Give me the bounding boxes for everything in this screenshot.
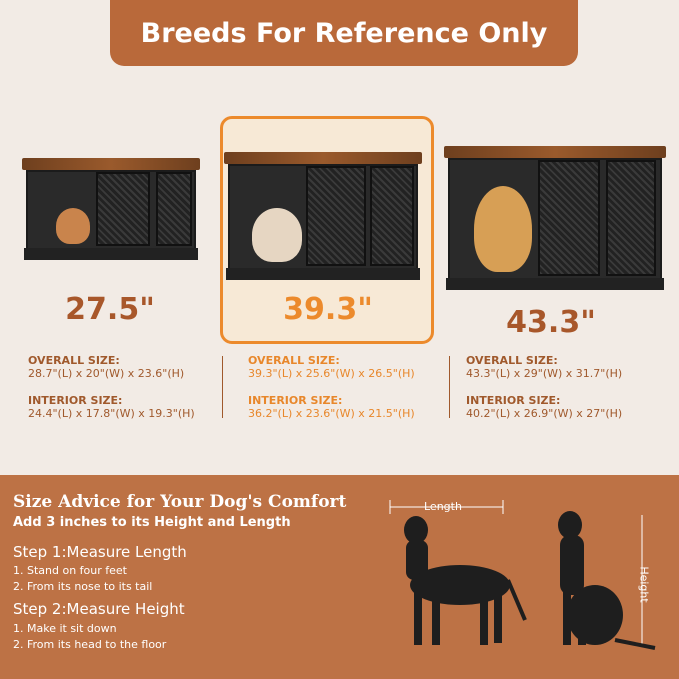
label: INTERIOR SIZE: [466, 394, 561, 407]
dog-image [56, 208, 90, 244]
banner-title: Breeds For Reference Only [140, 17, 548, 49]
crate-small [22, 158, 200, 260]
step1-title: Step 1:Measure Length [13, 543, 187, 561]
specs-medium: OVERALL SIZE: 39.3"(L) x 25.6"(W) x 26.5"… [248, 354, 415, 420]
height-label: Height [637, 566, 651, 603]
advice-title: Size Advice for Your Dog's Comfort [13, 492, 347, 512]
interior-size: 24.4"(L) x 17.8"(W) x 19.3"(H) [28, 407, 195, 420]
label: OVERALL SIZE: [248, 354, 340, 367]
dog-image [474, 186, 532, 272]
dog-illustrations [389, 500, 656, 650]
crate-medium [224, 152, 422, 280]
overall-size: 43.3"(L) x 29"(W) x 31.7"(H) [466, 367, 623, 380]
size-label: 39.3" [283, 292, 373, 327]
label: OVERALL SIZE: [466, 354, 558, 367]
step2-title: Step 2:Measure Height [13, 600, 185, 618]
overall-size: 39.3"(L) x 25.6"(W) x 26.5"(H) [248, 367, 415, 380]
label: INTERIOR SIZE: [248, 394, 343, 407]
specs-small: OVERALL SIZE: 28.7"(L) x 20"(W) x 23.6"(H… [28, 354, 195, 420]
sitting-dog-icon [558, 511, 656, 650]
label: INTERIOR SIZE: [28, 394, 123, 407]
step1-item: 2. From its nose to its tail [13, 580, 153, 593]
advice-subtitle: Add 3 inches to its Height and Length [13, 515, 291, 530]
interior-size: 36.2"(L) x 23.6"(W) x 21.5"(H) [248, 407, 415, 420]
dog-image [252, 208, 302, 262]
title-banner: Breeds For Reference Only [110, 0, 578, 66]
step1-item: 1. Stand on four feet [13, 564, 127, 577]
divider [222, 356, 223, 418]
length-label: Length [424, 500, 462, 513]
interior-size: 40.2"(L) x 26.9"(W) x 27"(H) [466, 407, 623, 420]
step2-item: 1. Make it sit down [13, 622, 117, 635]
divider [449, 356, 450, 418]
size-label: 43.3" [506, 305, 596, 340]
size-label: 27.5" [65, 292, 155, 327]
step2-item: 2. From its head to the floor [13, 638, 167, 651]
overall-size: 28.7"(L) x 20"(W) x 23.6"(H) [28, 367, 185, 380]
specs-large: OVERALL SIZE: 43.3"(L) x 29"(W) x 31.7"(H… [466, 354, 622, 420]
label: OVERALL SIZE: [28, 354, 120, 367]
standing-dog-icon [404, 516, 527, 645]
crate-large [444, 146, 666, 290]
